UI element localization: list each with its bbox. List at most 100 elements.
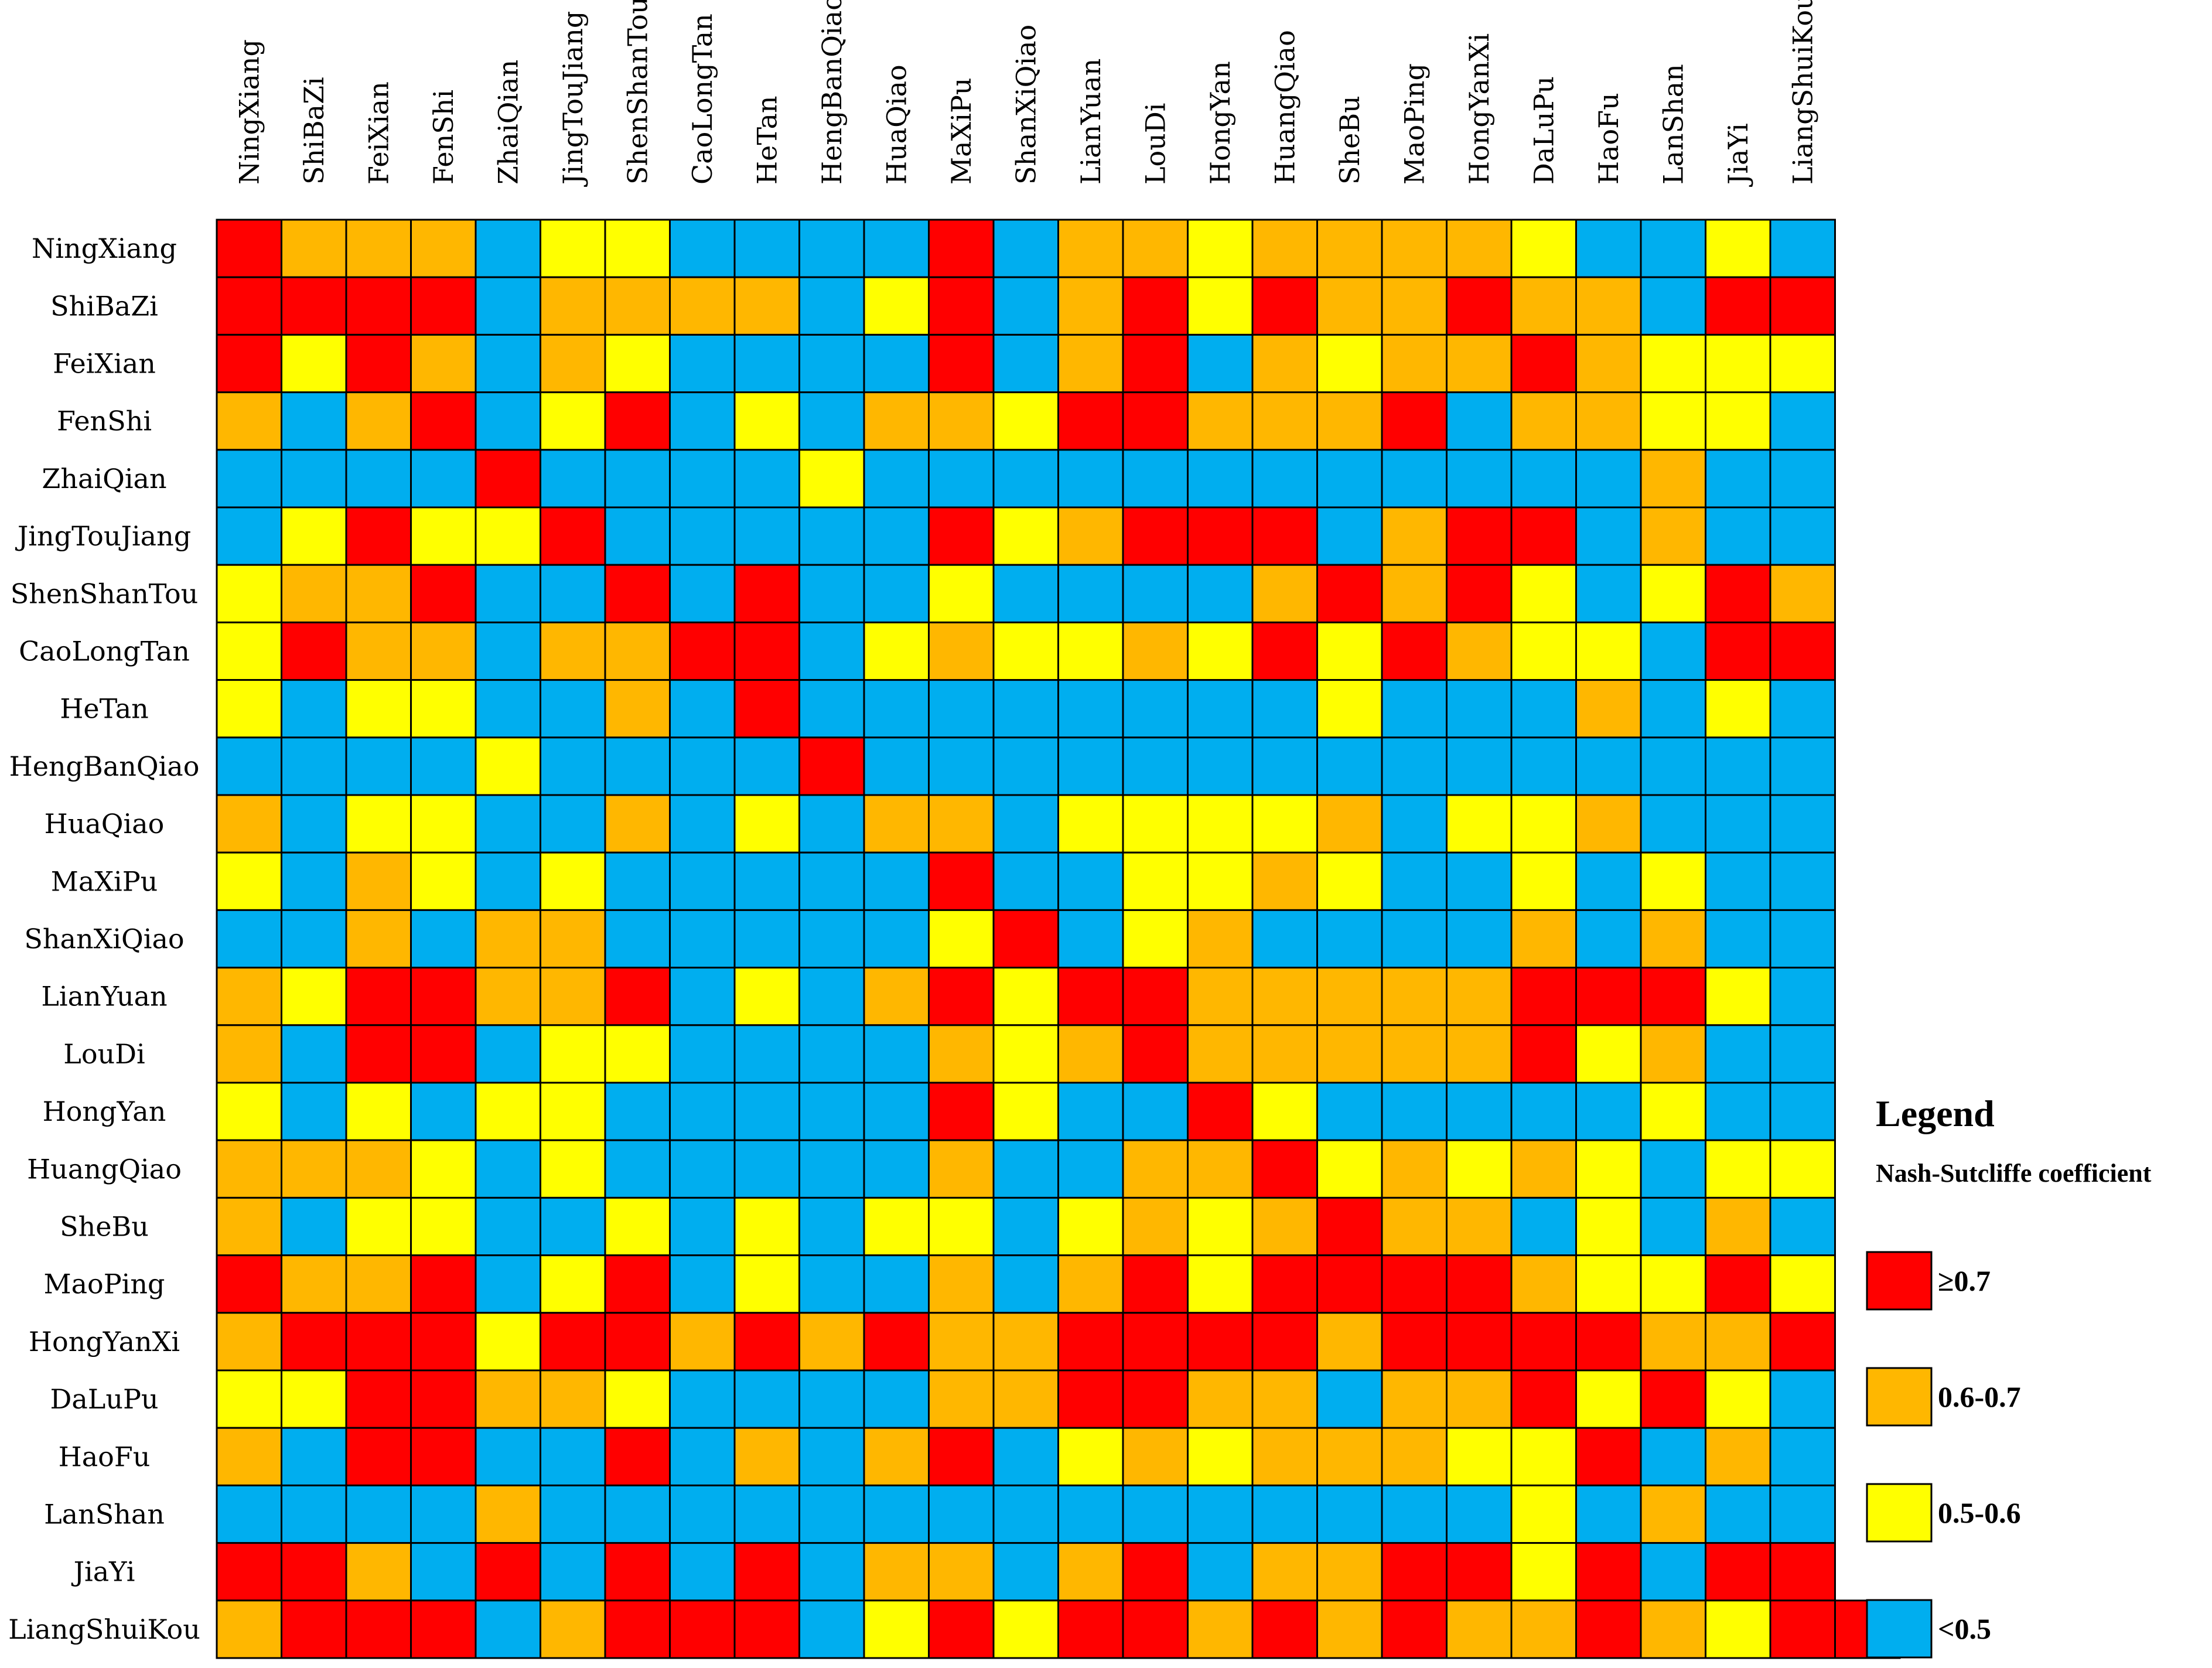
heatmap-cell	[1769, 1139, 1836, 1199]
heatmap-cell	[1510, 1427, 1577, 1486]
heatmap-cell	[1057, 967, 1124, 1026]
heatmap-cell	[1510, 736, 1577, 796]
heatmap-cell	[345, 679, 412, 739]
row-label: ShanXiQiao	[24, 923, 184, 955]
heatmap-cell	[1705, 391, 1771, 451]
heatmap-cell	[1316, 1542, 1383, 1602]
heatmap-cell	[1446, 333, 1513, 394]
heatmap-cell	[733, 679, 800, 739]
heatmap-cell	[281, 506, 347, 566]
heatmap-cell	[1705, 1254, 1771, 1314]
legend-title: Legend	[1876, 1093, 1995, 1134]
heatmap-cell	[1187, 1542, 1254, 1602]
heatmap-cell	[216, 1024, 282, 1084]
heatmap-cell	[1122, 1369, 1189, 1429]
heatmap-cell	[410, 621, 477, 681]
column-label: HuangQiao	[1269, 30, 1300, 185]
heatmap-cell	[733, 449, 800, 509]
heatmap-cell	[604, 851, 671, 911]
heatmap-cell	[733, 1024, 800, 1084]
column-label: ZhaiQian	[492, 60, 524, 185]
heatmap-cell	[1187, 1139, 1254, 1199]
heatmap-cell	[1251, 621, 1318, 681]
row-label: MaoPing	[44, 1268, 165, 1300]
heatmap-cell	[669, 1196, 736, 1257]
heatmap-cell	[1187, 736, 1254, 796]
heatmap-cell	[540, 967, 606, 1026]
heatmap-cell	[540, 564, 606, 623]
heatmap-cell	[475, 1542, 541, 1602]
heatmap-cell	[1575, 333, 1642, 394]
heatmap-cell	[410, 851, 477, 911]
heatmap-cell	[1381, 276, 1448, 336]
heatmap-cell	[1381, 736, 1448, 796]
heatmap-cell	[540, 449, 606, 509]
legend-swatch	[1866, 1251, 1933, 1311]
heatmap-cell	[992, 736, 1059, 796]
column-label: HongYan	[1204, 61, 1236, 185]
heatmap-cell	[540, 621, 606, 681]
heatmap-cell	[540, 1254, 606, 1314]
heatmap-cell	[1187, 967, 1254, 1026]
heatmap-cell	[733, 1484, 800, 1544]
heatmap-cell	[863, 794, 930, 854]
heatmap-cell	[281, 1542, 347, 1602]
heatmap-cell	[1575, 1139, 1642, 1199]
heatmap-cell	[1705, 794, 1771, 854]
heatmap-cell	[1510, 1082, 1577, 1141]
heatmap-cell	[1769, 851, 1836, 911]
heatmap-cell	[1187, 276, 1254, 336]
heatmap-cell	[928, 794, 995, 854]
heatmap-cell	[733, 1427, 800, 1486]
heatmap-cell	[1381, 219, 1448, 278]
heatmap-cell	[1769, 1024, 1836, 1084]
heatmap-cell	[1122, 736, 1189, 796]
column-label: ShenShanTou	[622, 0, 653, 185]
heatmap-cell	[863, 506, 930, 566]
heatmap-cell	[475, 276, 541, 336]
heatmap-cell	[798, 1139, 865, 1199]
row-label: LianYuan	[41, 981, 167, 1012]
heatmap-cell	[1316, 851, 1383, 911]
heatmap-cell	[928, 1024, 995, 1084]
heatmap-cell	[733, 1196, 800, 1257]
heatmap-cell	[281, 679, 347, 739]
heatmap-cell	[1640, 1254, 1706, 1314]
heatmap-cell	[863, 621, 930, 681]
heatmap-cell	[1057, 564, 1124, 623]
heatmap-cell	[1575, 679, 1642, 739]
heatmap-cell	[604, 1082, 671, 1141]
heatmap-cell	[1057, 621, 1124, 681]
heatmap-cell	[604, 967, 671, 1026]
heatmap-cell	[1769, 967, 1836, 1026]
heatmap-cell	[1122, 967, 1189, 1026]
heatmap-cell	[733, 794, 800, 854]
heatmap-cell	[1575, 967, 1642, 1026]
heatmap-cell	[1705, 621, 1771, 681]
heatmap-cell	[540, 1599, 606, 1659]
heatmap-cell	[281, 1139, 347, 1199]
heatmap-cell	[1057, 506, 1124, 566]
heatmap-cell	[410, 909, 477, 969]
heatmap-cell	[798, 621, 865, 681]
row-label: LiangShuiKou	[8, 1614, 200, 1645]
heatmap-cell	[604, 1196, 671, 1257]
heatmap-cell	[1769, 276, 1836, 336]
heatmap-cell	[1251, 1082, 1318, 1141]
heatmap-cell	[1705, 333, 1771, 394]
legend-items: ≥0.7 0.6-0.7 0.5-0.6 <0.5	[1866, 1251, 2021, 1659]
heatmap-cell	[410, 276, 477, 336]
heatmap-cell	[1187, 851, 1254, 911]
heatmap-cell	[345, 1024, 412, 1084]
heatmap-cell	[1640, 449, 1706, 509]
heatmap-cell	[410, 1542, 477, 1602]
heatmap-cell	[345, 1599, 412, 1659]
heatmap-cell	[1187, 909, 1254, 969]
heatmap-cell	[1122, 794, 1189, 854]
heatmap-cell	[1510, 794, 1577, 854]
heatmap-cell	[540, 1024, 606, 1084]
heatmap-cell	[216, 1196, 282, 1257]
heatmap-cell	[1187, 621, 1254, 681]
heatmap-cell	[1705, 449, 1771, 509]
